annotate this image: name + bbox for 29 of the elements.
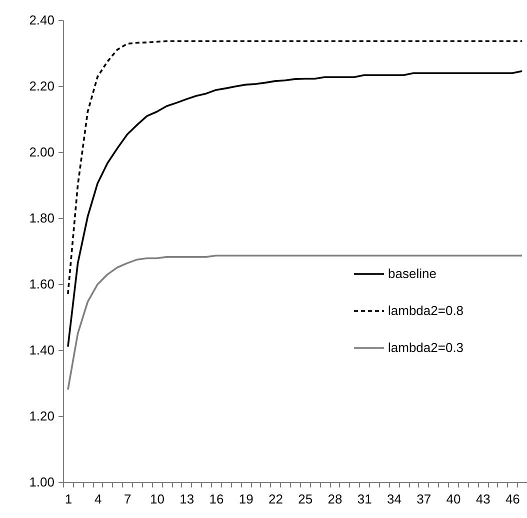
x-tick-label: 16 xyxy=(209,492,224,506)
legend-label: baseline xyxy=(388,266,436,281)
x-tick-label: 10 xyxy=(150,492,165,506)
x-tick-label: 28 xyxy=(328,492,342,506)
x-tick-label: 34 xyxy=(386,492,402,506)
x-tick-label: 40 xyxy=(446,492,461,506)
y-tick-label: 1.80 xyxy=(29,210,54,226)
line-series xyxy=(67,40,523,295)
y-tick-label: 2.40 xyxy=(29,12,54,28)
y-tick-label: 1.20 xyxy=(29,408,54,424)
legend-label: lambda2=0.3 xyxy=(388,340,464,355)
y-tick-label: 1.60 xyxy=(29,276,54,292)
x-tick-label: 19 xyxy=(238,492,254,506)
y-tick-label: 1.00 xyxy=(29,474,54,490)
x-tick-label: 13 xyxy=(180,492,194,506)
x-tick-label: 22 xyxy=(268,492,283,506)
x-tick-label: 37 xyxy=(416,492,432,506)
x-tick-label: 31 xyxy=(357,492,372,506)
legend-label: lambda2=0.8 xyxy=(388,303,464,318)
x-tick-label: 43 xyxy=(476,492,490,506)
x-tick-label: 7 xyxy=(124,492,132,506)
y-tick-label: 1.40 xyxy=(29,342,54,358)
x-tick-label: 46 xyxy=(505,492,520,506)
y-tick-label: 2.00 xyxy=(29,144,54,160)
y-tick-label: 2.20 xyxy=(29,78,54,94)
x-tick-label: 1 xyxy=(64,492,72,506)
x-tick-label: 4 xyxy=(94,492,102,506)
x-tick-label: 25 xyxy=(298,492,313,506)
line-series xyxy=(67,254,523,390)
